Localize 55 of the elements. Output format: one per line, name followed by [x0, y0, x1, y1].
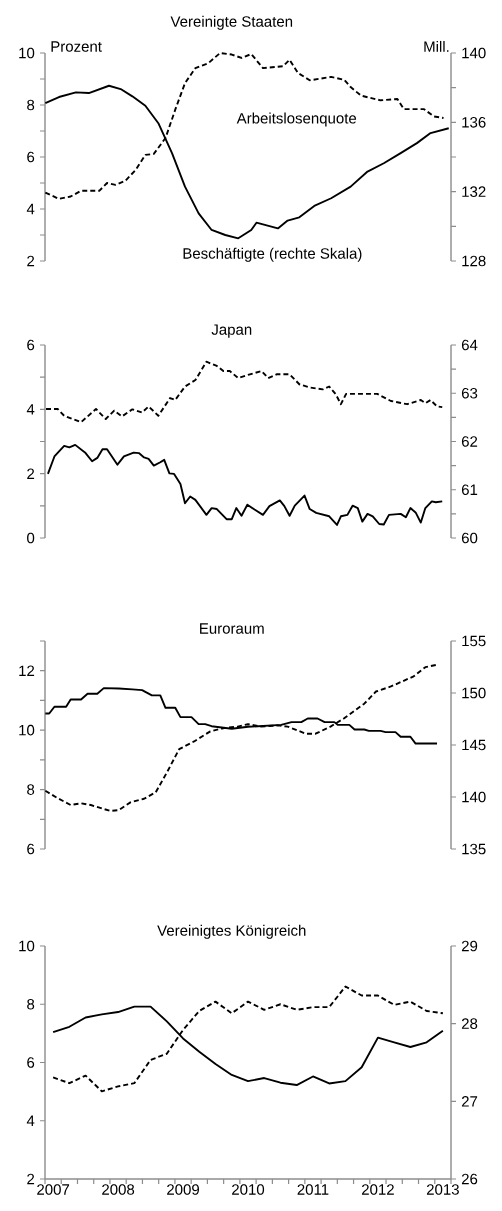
y-tick-label: 6: [27, 151, 35, 163]
line-series: [46, 443, 444, 526]
x-tick-label: 2012: [361, 1184, 394, 1195]
x-tick-label: 2008: [102, 1184, 135, 1195]
y-tick-label: 4: [26, 404, 35, 415]
y2-tick-label: 155: [462, 635, 486, 647]
y-tick-label: 12: [19, 665, 35, 676]
chart-title: Vereinigtes Königreich: [157, 924, 306, 939]
y2-tick-label: 28: [461, 1018, 478, 1029]
y2-tick-label: 27: [461, 1096, 478, 1107]
y2-tick-label: 128: [462, 255, 486, 267]
x-tick-label: 2013: [426, 1184, 459, 1195]
y-tick-label: 8: [27, 99, 35, 111]
chart-title: Vereinigte Staaten: [170, 15, 293, 30]
y-tick-label: 4: [26, 1115, 35, 1126]
y2-tick-label: 135: [462, 843, 486, 855]
series-label: Beschäftigte (rechte Skala): [183, 247, 362, 262]
y-tick-label: 2: [27, 1173, 35, 1185]
y2-axis-title: Mill.: [424, 40, 449, 52]
line-series: [44, 663, 438, 812]
y-tick-label: 6: [27, 339, 35, 351]
y-tick-label: 8: [27, 998, 35, 1010]
x-tick-label: 2010: [232, 1184, 265, 1195]
y2-tick-label: 136: [462, 117, 486, 128]
x-tick-label: 2009: [167, 1184, 199, 1195]
y2-tick-label: 29: [461, 940, 478, 952]
y2-tick-label: 62: [461, 436, 478, 447]
y2-tick-label: 60: [461, 532, 478, 544]
y-tick-label: 4: [26, 203, 35, 215]
line-series: [52, 985, 444, 1093]
x-tick-label: 2007: [37, 1184, 70, 1195]
y-tick-label: 10: [19, 724, 35, 736]
y-tick-label: 8: [27, 784, 35, 795]
y2-tick-label: 132: [462, 186, 486, 197]
y2-tick-label: 63: [461, 387, 478, 399]
series-label: Arbeitslosenquote: [236, 112, 357, 127]
y-tick-label: 6: [27, 843, 35, 855]
y2-tick-label: 61: [461, 484, 478, 496]
y-tick-label: 0: [27, 532, 35, 544]
chart-title: Euroraum: [200, 623, 264, 634]
chart-title: Japan: [211, 324, 252, 338]
y2-tick-label: 145: [462, 739, 486, 751]
y2-tick-label: 140: [462, 47, 486, 59]
y-tick-label: 10: [19, 47, 35, 59]
y2-tick-label: 150: [462, 687, 486, 699]
y2-tick-label: 64: [461, 339, 478, 351]
y-tick-label: 10: [19, 940, 35, 952]
y2-tick-label: 26: [461, 1173, 478, 1185]
y-tick-label: 2: [27, 468, 35, 479]
y-tick-label: 6: [27, 1057, 35, 1068]
y2-tick-label: 140: [462, 791, 486, 803]
line-series: [45, 360, 444, 424]
y-axis-title: Prozent: [51, 41, 102, 52]
x-tick-label: 2011: [297, 1184, 329, 1195]
y-tick-label: 2: [27, 255, 35, 267]
